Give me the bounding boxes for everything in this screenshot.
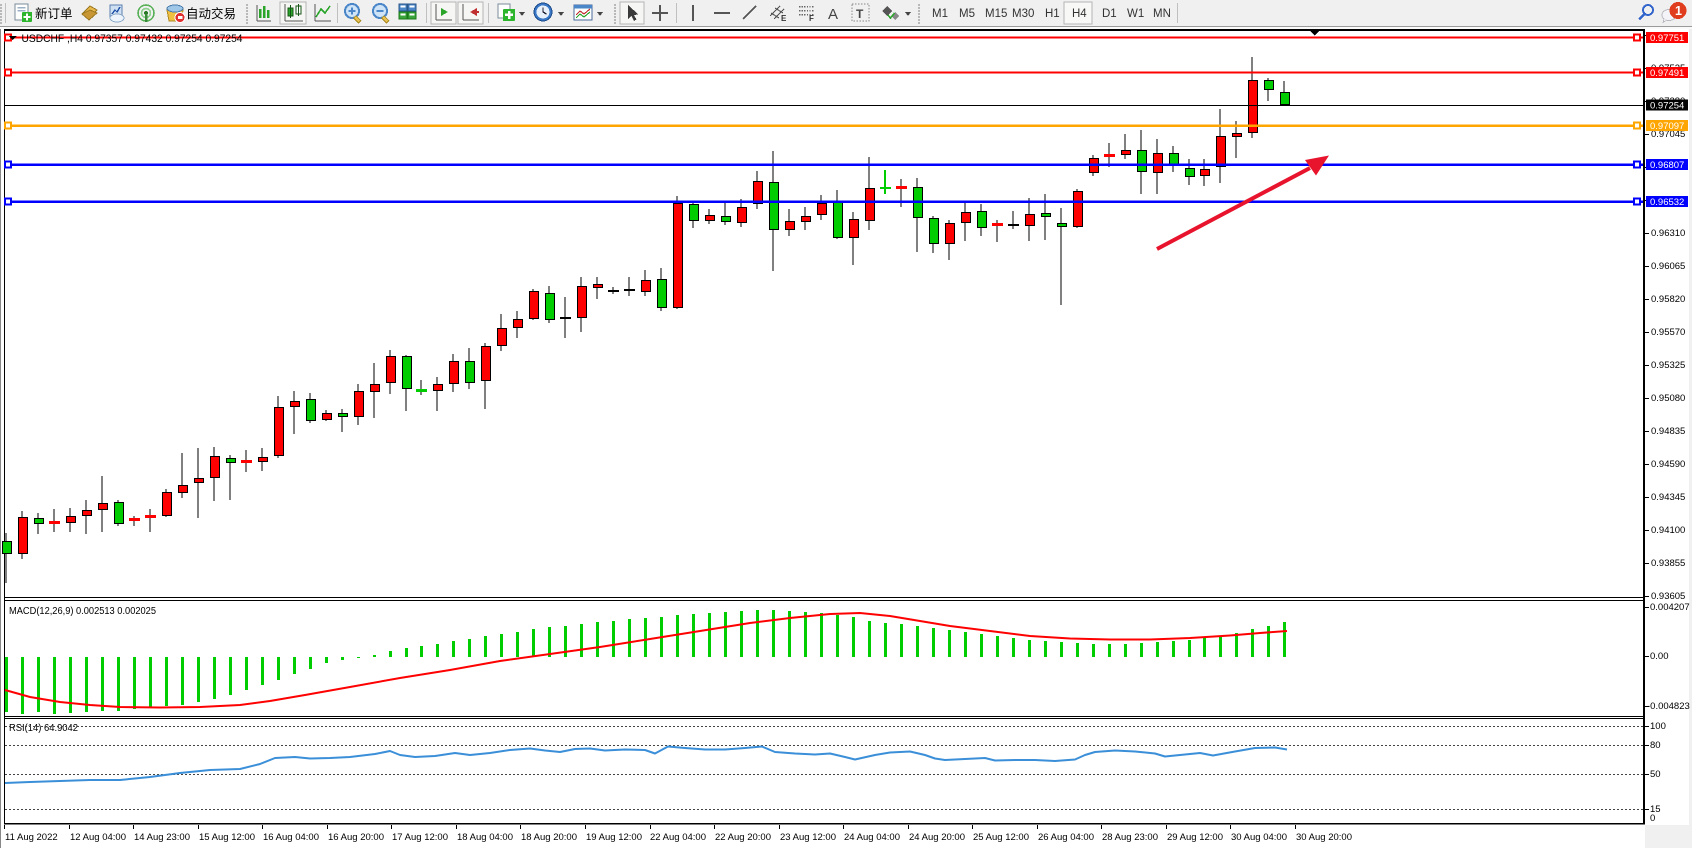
svg-text:12 Aug 04:00: 12 Aug 04:00: [70, 832, 126, 843]
svg-text:MACD(12,26,9) 0.002513 0.00202: MACD(12,26,9) 0.002513 0.002025: [9, 606, 156, 617]
svg-text:0.97491: 0.97491: [1650, 68, 1684, 79]
svg-text:26 Aug 04:00: 26 Aug 04:00: [1038, 832, 1094, 843]
svg-text:F: F: [809, 14, 814, 23]
svg-text:M30: M30: [1012, 8, 1034, 20]
svg-text:50: 50: [1650, 769, 1661, 780]
svg-text:0.004207: 0.004207: [1650, 602, 1690, 613]
svg-text:新订单: 新订单: [35, 6, 73, 21]
svg-text:0.97045: 0.97045: [1651, 129, 1685, 140]
svg-text:H4: H4: [1072, 8, 1087, 20]
svg-text:28 Aug 23:00: 28 Aug 23:00: [1102, 832, 1158, 843]
svg-text:0.96065: 0.96065: [1651, 261, 1685, 272]
svg-text:30 Aug 20:00: 30 Aug 20:00: [1296, 832, 1352, 843]
svg-text:RSI(14) 64.9042: RSI(14) 64.9042: [9, 723, 78, 734]
svg-text:25 Aug 12:00: 25 Aug 12:00: [973, 832, 1029, 843]
svg-text:0.93855: 0.93855: [1651, 558, 1685, 569]
svg-text:16 Aug 20:00: 16 Aug 20:00: [328, 832, 384, 843]
svg-text:18 Aug 20:00: 18 Aug 20:00: [521, 832, 577, 843]
svg-text:19 Aug 12:00: 19 Aug 12:00: [586, 832, 642, 843]
svg-text:15: 15: [1650, 804, 1661, 815]
svg-text:-0.004823: -0.004823: [1647, 701, 1690, 712]
svg-text:MN: MN: [1153, 8, 1171, 20]
svg-text:E: E: [781, 14, 787, 23]
svg-text:11 Aug 2022: 11 Aug 2022: [5, 832, 58, 843]
svg-text:24 Aug 04:00: 24 Aug 04:00: [844, 832, 900, 843]
svg-text:24 Aug 20:00: 24 Aug 20:00: [909, 832, 965, 843]
svg-text:100: 100: [1650, 721, 1666, 732]
svg-text:0.94100: 0.94100: [1651, 525, 1685, 536]
svg-text:M1: M1: [932, 8, 948, 20]
svg-text:M5: M5: [959, 8, 975, 20]
svg-text:0.97097: 0.97097: [1650, 121, 1684, 132]
svg-text:0.97254: 0.97254: [1650, 101, 1684, 112]
svg-text:0.95820: 0.95820: [1651, 294, 1685, 305]
svg-text:15 Aug 12:00: 15 Aug 12:00: [199, 832, 255, 843]
svg-text:29 Aug 12:00: 29 Aug 12:00: [1167, 832, 1223, 843]
svg-text:16 Aug 04:00: 16 Aug 04:00: [263, 832, 319, 843]
svg-text:14 Aug 23:00: 14 Aug 23:00: [134, 832, 190, 843]
svg-text:A: A: [828, 6, 838, 23]
svg-text:0.95325: 0.95325: [1651, 360, 1685, 371]
svg-text:0.95080: 0.95080: [1651, 393, 1685, 404]
svg-text:23 Aug 12:00: 23 Aug 12:00: [780, 832, 836, 843]
svg-text:0.95570: 0.95570: [1651, 327, 1685, 338]
svg-text:0.96532: 0.96532: [1650, 197, 1684, 208]
svg-text:自动交易: 自动交易: [186, 6, 236, 21]
svg-text:22 Aug 04:00: 22 Aug 04:00: [650, 832, 706, 843]
svg-text:0.96310: 0.96310: [1651, 228, 1685, 239]
svg-text:0.00: 0.00: [1650, 651, 1669, 662]
svg-text:W1: W1: [1127, 8, 1144, 20]
svg-text:0.94345: 0.94345: [1651, 492, 1685, 503]
svg-text:80: 80: [1650, 740, 1661, 751]
svg-text:USDCHF ,H4 0.97357 0.97432 0.: USDCHF ,H4 0.97357 0.97432 0.97254 0.972…: [22, 33, 243, 45]
svg-text:1: 1: [1675, 4, 1682, 18]
svg-text:D1: D1: [1102, 8, 1117, 20]
svg-text:30 Aug 04:00: 30 Aug 04:00: [1231, 832, 1287, 843]
svg-text:0.94590: 0.94590: [1651, 459, 1685, 470]
svg-text:0: 0: [1650, 813, 1655, 824]
svg-text:18 Aug 04:00: 18 Aug 04:00: [457, 832, 513, 843]
svg-text:H1: H1: [1045, 8, 1060, 20]
svg-text:0.94835: 0.94835: [1651, 426, 1685, 437]
svg-text:17 Aug 12:00: 17 Aug 12:00: [392, 832, 448, 843]
svg-text:0.97751: 0.97751: [1650, 33, 1684, 44]
svg-text:0.96807: 0.96807: [1650, 160, 1684, 171]
svg-text:0.93605: 0.93605: [1651, 591, 1685, 602]
svg-text:T: T: [856, 7, 864, 21]
svg-text:M15: M15: [985, 8, 1007, 20]
svg-text:22 Aug 20:00: 22 Aug 20:00: [715, 832, 771, 843]
